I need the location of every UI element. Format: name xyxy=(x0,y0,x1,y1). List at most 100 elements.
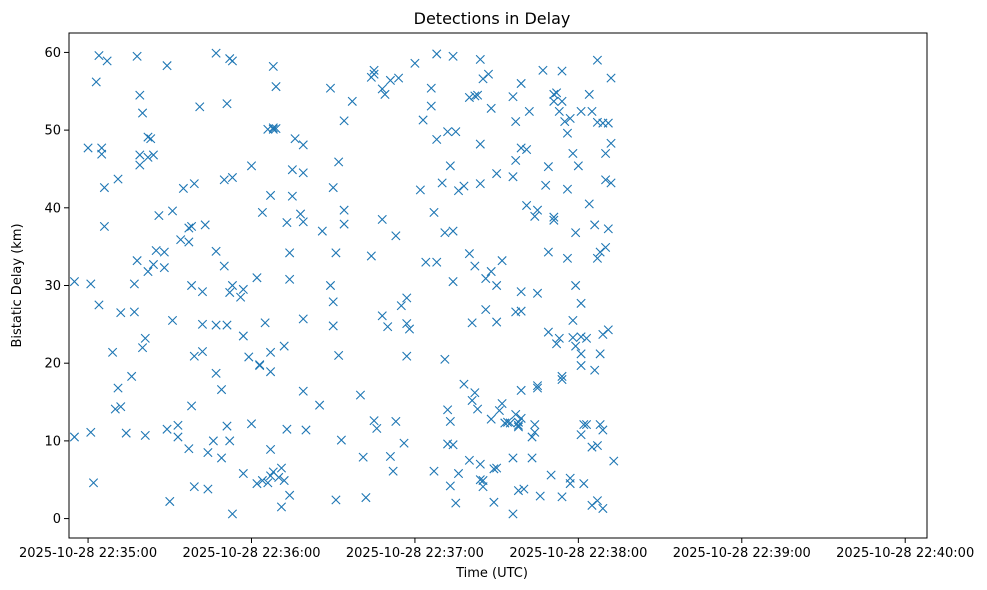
data-point xyxy=(339,116,349,126)
data-point xyxy=(184,444,194,454)
data-point xyxy=(94,50,104,61)
data-point xyxy=(391,231,401,241)
data-point xyxy=(189,482,199,492)
data-point xyxy=(505,418,515,428)
data-point xyxy=(513,420,524,430)
data-point xyxy=(88,478,99,488)
data-point xyxy=(475,179,485,189)
data-point xyxy=(603,118,613,128)
x-tick-label: 2025-10-28 22:39:00 xyxy=(673,546,811,561)
x-tick-label: 2025-10-28 22:38:00 xyxy=(509,546,647,561)
data-point xyxy=(557,96,567,106)
data-point xyxy=(69,277,80,287)
data-point xyxy=(385,451,395,462)
data-point xyxy=(601,242,611,253)
data-point xyxy=(369,416,379,426)
data-point xyxy=(127,371,137,381)
data-point xyxy=(113,383,123,393)
data-point xyxy=(189,351,199,361)
data-point xyxy=(530,211,540,221)
data-point xyxy=(603,325,613,335)
data-point xyxy=(208,436,218,446)
data-point xyxy=(301,425,311,435)
data-point xyxy=(576,360,586,371)
data-point xyxy=(497,256,507,266)
data-point xyxy=(328,321,338,331)
data-point xyxy=(252,479,262,489)
data-point xyxy=(432,257,442,267)
data-point xyxy=(167,315,178,326)
data-point xyxy=(590,220,600,230)
y-tick-label: 20 xyxy=(44,357,61,372)
data-point xyxy=(279,475,289,486)
data-point xyxy=(429,466,439,476)
data-point xyxy=(410,58,420,68)
data-point xyxy=(260,318,270,328)
data-point xyxy=(339,219,349,229)
data-point xyxy=(516,78,526,89)
data-point xyxy=(244,352,254,362)
data-point xyxy=(475,459,485,469)
data-point xyxy=(475,475,485,485)
data-point xyxy=(443,127,453,137)
data-point xyxy=(121,428,131,438)
data-point xyxy=(562,184,573,194)
data-point xyxy=(530,419,540,430)
data-point xyxy=(116,308,126,318)
data-point xyxy=(516,413,526,423)
data-point xyxy=(143,266,153,277)
data-point xyxy=(377,214,387,225)
data-point xyxy=(274,472,284,482)
y-tick-label: 50 xyxy=(44,124,61,139)
data-point xyxy=(227,56,238,66)
data-point xyxy=(557,492,567,502)
data-point xyxy=(86,279,96,289)
data-point xyxy=(568,332,578,343)
data-point xyxy=(532,383,543,393)
x-tick-label: 2025-10-28 22:37:00 xyxy=(346,546,484,561)
x-tick-label: 2025-10-28 22:40:00 xyxy=(836,546,974,561)
data-point xyxy=(173,432,183,442)
data-point xyxy=(519,484,529,494)
data-point xyxy=(587,106,597,117)
data-point xyxy=(236,292,246,302)
data-point xyxy=(135,160,145,170)
data-point xyxy=(516,287,526,297)
data-point xyxy=(369,65,379,75)
data-point xyxy=(513,422,524,432)
data-point xyxy=(543,327,553,337)
data-point xyxy=(246,419,257,429)
data-point xyxy=(151,245,161,256)
data-point xyxy=(285,490,295,500)
data-point xyxy=(494,405,504,416)
data-point xyxy=(238,468,248,479)
data-point xyxy=(402,351,412,361)
data-point xyxy=(211,246,221,256)
data-point xyxy=(317,226,327,236)
data-point xyxy=(448,51,458,61)
data-point xyxy=(219,175,229,185)
data-point xyxy=(225,436,235,446)
data-point xyxy=(592,496,603,506)
data-point xyxy=(549,96,559,106)
data-point xyxy=(573,161,583,171)
data-point xyxy=(402,318,412,329)
y-tick-label: 30 xyxy=(44,279,61,294)
data-point xyxy=(524,106,534,117)
data-point xyxy=(159,247,169,257)
data-point xyxy=(203,447,213,458)
data-point xyxy=(268,61,278,71)
data-point xyxy=(129,279,139,289)
data-point xyxy=(325,83,336,93)
data-point xyxy=(298,217,308,227)
data-point xyxy=(361,493,371,503)
data-point xyxy=(492,463,502,473)
data-point xyxy=(216,453,227,463)
data-point xyxy=(598,503,608,514)
data-point xyxy=(415,185,425,195)
data-point xyxy=(159,263,169,273)
data-point xyxy=(94,300,104,310)
data-point xyxy=(369,69,379,79)
data-point xyxy=(298,140,308,150)
data-point xyxy=(470,388,480,398)
